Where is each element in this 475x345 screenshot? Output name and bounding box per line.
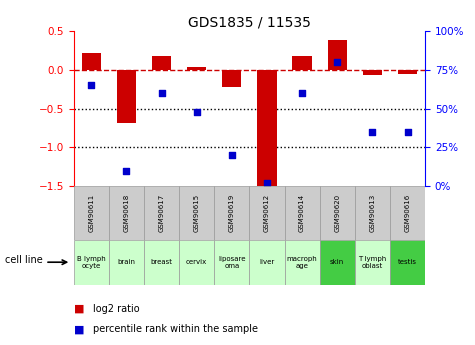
Text: skin: skin: [330, 259, 344, 265]
Text: cell line: cell line: [5, 256, 42, 265]
Bar: [74, 186, 109, 240]
Bar: [152, 56, 171, 70]
Bar: [179, 186, 214, 240]
Bar: [285, 186, 320, 240]
Text: ■: ■: [74, 325, 84, 334]
Point: [369, 129, 376, 135]
Bar: [390, 186, 425, 240]
Text: GSM90612: GSM90612: [264, 194, 270, 232]
Text: T lymph
oblast: T lymph oblast: [358, 256, 387, 269]
Text: breast: breast: [151, 259, 172, 265]
Text: ■: ■: [74, 304, 84, 314]
Point: [263, 180, 271, 186]
Bar: [257, 70, 276, 190]
Text: GSM90615: GSM90615: [194, 194, 200, 232]
Text: log2 ratio: log2 ratio: [93, 304, 139, 314]
Text: liposare
oma: liposare oma: [218, 256, 246, 269]
Text: GSM90613: GSM90613: [370, 194, 375, 232]
Bar: [390, 240, 425, 285]
Text: testis: testis: [398, 259, 417, 265]
Text: GSM90620: GSM90620: [334, 194, 340, 232]
Title: GDS1835 / 11535: GDS1835 / 11535: [188, 16, 311, 30]
Bar: [117, 70, 136, 123]
Bar: [109, 240, 144, 285]
Text: GSM90617: GSM90617: [159, 194, 164, 232]
Text: GSM90614: GSM90614: [299, 194, 305, 232]
Bar: [249, 240, 285, 285]
Bar: [222, 70, 241, 87]
Bar: [249, 186, 285, 240]
Bar: [109, 186, 144, 240]
Bar: [179, 240, 214, 285]
Text: cervix: cervix: [186, 259, 207, 265]
Bar: [187, 67, 206, 70]
Bar: [355, 186, 390, 240]
Point: [333, 59, 341, 65]
Point: [87, 82, 95, 88]
Bar: [144, 186, 179, 240]
Point: [404, 129, 411, 135]
Text: GSM90619: GSM90619: [229, 194, 235, 232]
Text: B lymph
ocyte: B lymph ocyte: [77, 256, 105, 269]
Point: [158, 90, 165, 96]
Point: [228, 152, 236, 158]
Bar: [355, 240, 390, 285]
Bar: [82, 53, 101, 70]
Text: GSM90616: GSM90616: [405, 194, 410, 232]
Bar: [320, 186, 355, 240]
Text: percentile rank within the sample: percentile rank within the sample: [93, 325, 257, 334]
Bar: [285, 240, 320, 285]
Text: liver: liver: [259, 259, 275, 265]
Bar: [74, 240, 109, 285]
Bar: [144, 240, 179, 285]
Point: [193, 109, 200, 115]
Point: [298, 90, 306, 96]
Bar: [398, 70, 417, 74]
Bar: [363, 70, 382, 75]
Bar: [214, 186, 249, 240]
Bar: [328, 40, 347, 70]
Text: GSM90618: GSM90618: [124, 194, 129, 232]
Bar: [214, 240, 249, 285]
Bar: [293, 56, 312, 70]
Bar: [320, 240, 355, 285]
Text: GSM90611: GSM90611: [88, 194, 94, 232]
Point: [123, 168, 130, 174]
Text: macroph
age: macroph age: [287, 256, 317, 269]
Text: brain: brain: [117, 259, 135, 265]
